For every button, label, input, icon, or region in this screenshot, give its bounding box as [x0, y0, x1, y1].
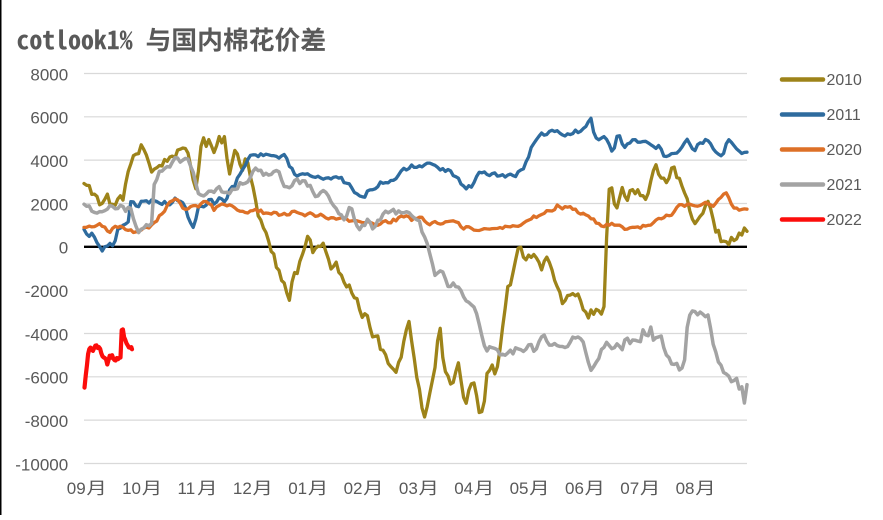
- svg-text:0: 0: [59, 239, 68, 258]
- svg-text:2020: 2020: [827, 142, 863, 159]
- svg-text:-6000: -6000: [25, 369, 68, 388]
- svg-text:8000: 8000: [30, 65, 68, 84]
- svg-text:07: 07: [620, 479, 639, 498]
- svg-text:2011: 2011: [827, 107, 861, 124]
- svg-text:-2000: -2000: [25, 282, 68, 301]
- svg-text:01: 01: [288, 479, 307, 498]
- svg-text:09: 09: [67, 479, 86, 498]
- svg-text:-10000: -10000: [15, 455, 68, 474]
- svg-text:-4000: -4000: [25, 325, 68, 344]
- svg-text:10: 10: [122, 479, 141, 498]
- svg-text:6000: 6000: [30, 109, 68, 128]
- svg-text:2000: 2000: [30, 195, 68, 214]
- svg-text:04: 04: [454, 479, 473, 498]
- svg-text:02: 02: [344, 479, 363, 498]
- svg-text:-8000: -8000: [25, 412, 68, 431]
- svg-text:2021: 2021: [827, 177, 863, 194]
- svg-text:06: 06: [565, 479, 584, 498]
- svg-text:03: 03: [399, 479, 418, 498]
- svg-text:05: 05: [510, 479, 529, 498]
- svg-text:12: 12: [233, 479, 252, 498]
- svg-text:08: 08: [676, 479, 695, 498]
- svg-text:2022: 2022: [827, 212, 863, 229]
- svg-text:2010: 2010: [827, 72, 863, 89]
- svg-text:11: 11: [178, 479, 196, 498]
- svg-text:4000: 4000: [30, 152, 68, 171]
